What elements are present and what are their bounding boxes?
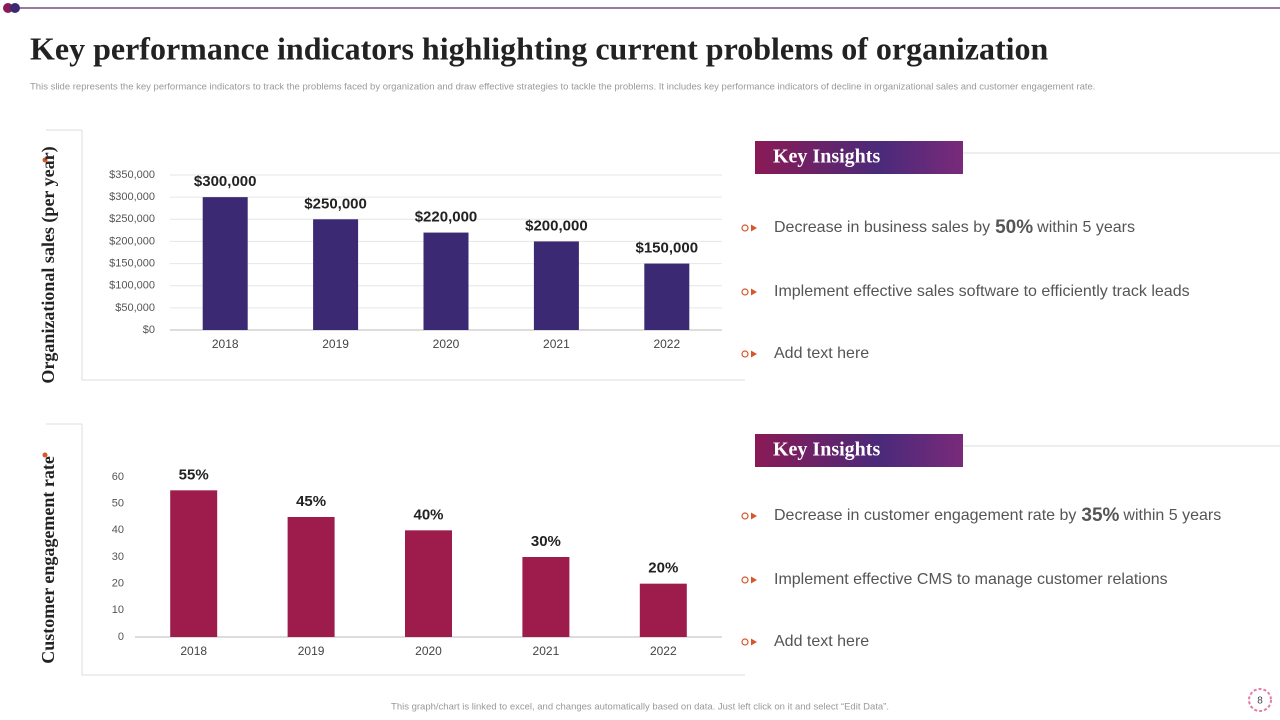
value-label: $300,000	[194, 173, 257, 190]
y-tick-label: $50,000	[115, 302, 155, 314]
x-tick-label: 2022	[653, 337, 680, 351]
bullet-arrow	[751, 512, 757, 520]
page-number: 8	[1257, 696, 1263, 707]
page-badge	[1248, 688, 1272, 712]
bullet-ring	[741, 288, 749, 296]
insight-highlight: 35%	[1081, 505, 1119, 526]
insight-text: Decrease in business sales by 50% within 5…	[774, 217, 1135, 238]
x-tick-label: 2022	[650, 644, 677, 658]
bullet-arrow	[751, 638, 757, 646]
bullet-arrow	[751, 576, 757, 584]
y-tick-label: 20	[112, 578, 124, 590]
y-tick-label: $300,000	[109, 191, 155, 203]
insight-text: Implement effective CMS to manage custom…	[774, 571, 1168, 588]
y-tick-label: $0	[143, 324, 155, 336]
bullet-ring	[741, 638, 749, 646]
insight-text: Add text here	[774, 345, 869, 362]
y-tick-label: 50	[112, 498, 124, 510]
insight-text-part: Implement effective CMS to manage custom…	[774, 571, 1168, 588]
insight-text-part: Implement effective sales software to ef…	[774, 283, 1190, 300]
x-tick-label: 2018	[180, 644, 207, 658]
insight-text: Decrease in customer engagement rate by 3…	[774, 505, 1221, 526]
panel-dot	[42, 452, 48, 458]
y-tick-label: 60	[112, 471, 124, 483]
bullet-ring	[741, 576, 749, 584]
bullet-ring	[741, 224, 749, 232]
insight-text-part: Add text here	[774, 345, 869, 362]
insight-heading: Key Insights	[773, 439, 880, 461]
bar	[313, 219, 359, 330]
value-label: $150,000	[636, 240, 699, 257]
subtitle: This slide represents the key performanc…	[30, 82, 1095, 93]
bullet-arrow	[751, 350, 757, 358]
insight-text-part: within 5 years	[1122, 507, 1221, 524]
y-tick-label: $100,000	[109, 280, 155, 292]
x-tick-label: 2019	[322, 337, 349, 351]
dot	[10, 3, 20, 13]
x-tick-label: 2020	[433, 337, 460, 351]
insight-text-part: Add text here	[774, 633, 869, 650]
insight-header	[755, 434, 963, 467]
insight-highlight: 50%	[995, 217, 1033, 238]
y-tick-label: $250,000	[109, 213, 155, 225]
x-tick-label: 2021	[543, 337, 570, 351]
insight-text-part: within 5 years	[1036, 219, 1135, 236]
insight-header	[755, 141, 963, 174]
bar	[405, 530, 452, 637]
y-tick-label: 10	[112, 604, 124, 616]
x-tick-label: 2018	[212, 337, 239, 351]
axis-title: Customer engagement rate	[38, 456, 58, 664]
y-tick-label: $150,000	[109, 257, 155, 269]
value-label: $200,000	[525, 217, 588, 234]
bar	[423, 232, 469, 330]
bar	[533, 241, 579, 330]
bar	[522, 557, 570, 637]
value-label: 20%	[648, 560, 678, 577]
y-tick-label: 40	[112, 524, 124, 536]
bar	[287, 517, 335, 637]
bullet-arrow	[751, 288, 757, 296]
panel-frame	[81, 130, 745, 381]
y-tick-label: $200,000	[109, 235, 155, 247]
bar	[202, 197, 248, 330]
insight-heading: Key Insights	[773, 146, 880, 168]
panel-dot	[42, 157, 48, 163]
bar	[639, 583, 687, 637]
value-label: 45%	[296, 493, 326, 510]
value-label: 55%	[179, 466, 209, 483]
axis-title: Organizational sales (per year)	[38, 146, 59, 383]
x-tick-label: 2019	[298, 644, 325, 658]
value-label: 40%	[413, 506, 443, 523]
bar	[644, 263, 690, 330]
insight-text-part: Decrease in business sales by	[774, 219, 990, 236]
y-tick-label: $350,000	[109, 169, 155, 181]
value-label: $250,000	[304, 195, 367, 212]
bar	[170, 490, 218, 637]
y-tick-label: 30	[112, 551, 124, 563]
x-tick-label: 2021	[533, 644, 560, 658]
insight-text: Implement effective sales software to ef…	[774, 283, 1190, 300]
x-tick-label: 2020	[415, 644, 442, 658]
bullet-ring	[741, 350, 749, 358]
insight-text-part: Decrease in customer engagement rate by	[774, 507, 1076, 524]
dot	[3, 3, 13, 13]
value-label: $220,000	[415, 209, 478, 226]
bullet-arrow	[751, 224, 757, 232]
insight-text: Add text here	[774, 633, 869, 650]
bullet-ring	[741, 512, 749, 520]
value-label: 30%	[531, 533, 561, 550]
y-tick-label: 0	[118, 631, 124, 643]
panel-frame	[81, 424, 745, 676]
title: Key performance indicators highlighting …	[30, 30, 1049, 66]
footer: This graph/chart is linked to excel, and…	[391, 702, 889, 713]
